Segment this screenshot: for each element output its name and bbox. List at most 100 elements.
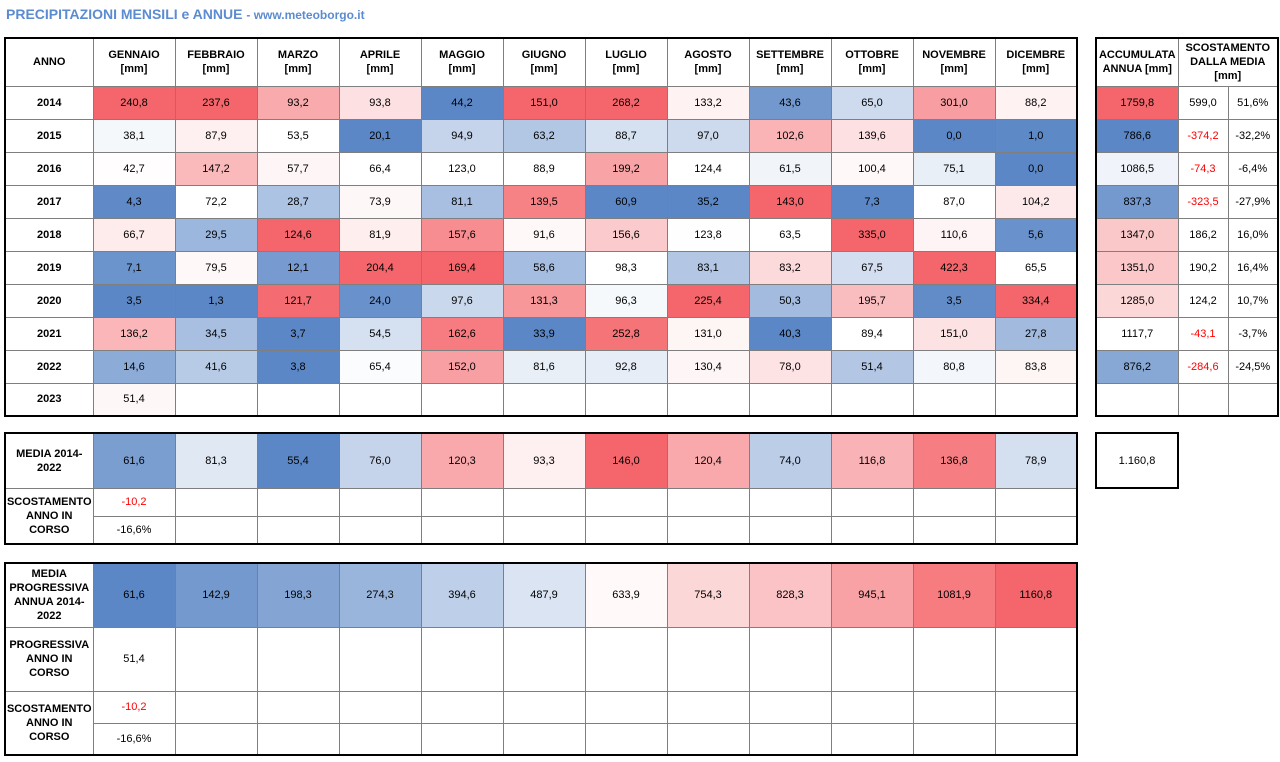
media-value: 74,0 [748, 432, 832, 489]
table-row: 2017 4,3 72,2 28,7 73,9 81,1 139,5 60,9 35,2 143,… [4, 184, 1078, 219]
month-unit: [mm] [776, 63, 804, 76]
header-month: DICEMBRE [mm] [994, 37, 1078, 87]
header-month: MARZO [mm] [256, 37, 340, 87]
value-cell: 139,6 [830, 118, 914, 153]
value-cell: 14,6 [92, 349, 176, 384]
month-name: AGOSTO [684, 49, 732, 62]
value-cell: 93,2 [256, 85, 340, 120]
deviation-mm: 190,2 [1177, 250, 1229, 285]
average-total-table: 1.160,8 [1095, 432, 1179, 489]
value-cell: 199,2 [584, 151, 668, 186]
value-cell: 24,0 [338, 283, 422, 318]
header-accumulata: ACCUMULATA ANNUA [mm] [1095, 37, 1179, 87]
deviation-pct: 51,6% [1227, 85, 1279, 120]
deviation-pct: 16,4% [1227, 250, 1279, 285]
annual-total: 1351,0 [1095, 250, 1179, 285]
deviation-mm: -323,5 [1177, 184, 1229, 219]
value-cell: 75,1 [912, 151, 996, 186]
media-total: 1.160,8 [1095, 432, 1179, 489]
media-value: 120,4 [666, 432, 750, 489]
progressiva-value: 274,3 [338, 562, 422, 628]
table-row: 786,6 -374,2 -32,2% [1095, 118, 1279, 153]
progressiva-scostamento-mm: -10,2 [92, 690, 176, 724]
month-name: FEBBRAIO [187, 49, 245, 62]
value-cell: 67,5 [830, 250, 914, 285]
value-cell: 87,9 [174, 118, 258, 153]
scostamento-label: SCOSTAMENTO ANNO IN CORSO [4, 487, 94, 545]
year-label: 2020 [4, 283, 94, 318]
value-cell: 81,1 [420, 184, 504, 219]
table-row: 2019 7,1 79,5 12,1 204,4 169,4 58,6 98,3 83,1 83,… [4, 250, 1078, 285]
progressiva-value: 1081,9 [912, 562, 996, 628]
value-cell: 57,7 [256, 151, 340, 186]
value-cell: 29,5 [174, 217, 258, 252]
value-cell: 151,0 [502, 85, 586, 120]
deviation-pct: -3,7% [1227, 316, 1279, 351]
header-month: SETTEMBRE [mm] [748, 37, 832, 87]
value-cell: 162,6 [420, 316, 504, 351]
table-row: 2022 14,6 41,6 3,8 65,4 152,0 81,6 92,8 130,4 78,… [4, 349, 1078, 384]
value-cell: 98,3 [584, 250, 668, 285]
deviation-mm: -284,6 [1177, 349, 1229, 384]
annual-total: 876,2 [1095, 349, 1179, 384]
annual-total: 1759,8 [1095, 85, 1179, 120]
value-cell: 422,3 [912, 250, 996, 285]
header-month: AGOSTO [mm] [666, 37, 750, 87]
year-label: 2021 [4, 316, 94, 351]
value-cell: 73,9 [338, 184, 422, 219]
value-cell: 3,8 [256, 349, 340, 384]
deviation-mm: 186,2 [1177, 217, 1229, 252]
month-unit: [mm] [284, 63, 312, 76]
value-cell: 96,3 [584, 283, 668, 318]
value-cell: 97,6 [420, 283, 504, 318]
deviation-pct: -27,9% [1227, 184, 1279, 219]
annual-total: 786,6 [1095, 118, 1179, 153]
value-cell: 204,4 [338, 250, 422, 285]
value-cell: 61,5 [748, 151, 832, 186]
header-month: GENNAIO [mm] [92, 37, 176, 87]
annual-total: 1285,0 [1095, 283, 1179, 318]
header-month: OTTOBRE [mm] [830, 37, 914, 87]
deviation-pct: -24,5% [1227, 349, 1279, 384]
value-cell: 93,8 [338, 85, 422, 120]
month-name: SETTEMBRE [756, 49, 824, 62]
month-unit: [mm] [1022, 63, 1050, 76]
annual-total: 837,3 [1095, 184, 1179, 219]
deviation-mm: -43,1 [1177, 316, 1229, 351]
progressiva-value: 487,9 [502, 562, 586, 628]
value-cell: 124,4 [666, 151, 750, 186]
value-cell: 34,5 [174, 316, 258, 351]
value-cell [830, 382, 914, 417]
value-cell: 3,5 [912, 283, 996, 318]
media-value: 76,0 [338, 432, 422, 489]
value-cell: 51,4 [830, 349, 914, 384]
value-cell: 92,8 [584, 349, 668, 384]
month-name: GENNAIO [108, 49, 160, 62]
progressiva-value: 198,3 [256, 562, 340, 628]
header-anno: ANNO [4, 37, 94, 87]
month-unit: [mm] [366, 63, 394, 76]
value-cell: 63,5 [748, 217, 832, 252]
value-cell: 60,9 [584, 184, 668, 219]
value-cell: 139,5 [502, 184, 586, 219]
value-cell: 123,8 [666, 217, 750, 252]
table-row: 1117,7 -43,1 -3,7% [1095, 316, 1279, 351]
value-cell: 102,6 [748, 118, 832, 153]
media-value: 55,4 [256, 432, 340, 489]
value-cell [994, 382, 1078, 417]
header-month: FEBBRAIO [mm] [174, 37, 258, 87]
value-cell [748, 382, 832, 417]
progressiva-value: 142,9 [174, 562, 258, 628]
table-row: 1086,5 -74,3 -6,4% [1095, 151, 1279, 186]
title-text: PRECIPITAZIONI MENSILI e ANNUE [6, 6, 243, 22]
month-name: DICEMBRE [1006, 49, 1066, 62]
table-row: 2016 42,7 147,2 57,7 66,4 123,0 88,9 199,2 124,4… [4, 151, 1078, 186]
value-cell [174, 382, 258, 417]
value-cell: 12,1 [256, 250, 340, 285]
value-cell: 0,0 [912, 118, 996, 153]
progressive-average-table: MEDIA PROGRESSIVA ANNUA 2014-2022 61,6 142… [4, 562, 1078, 756]
value-cell: 121,7 [256, 283, 340, 318]
value-cell: 123,0 [420, 151, 504, 186]
value-cell: 301,0 [912, 85, 996, 120]
media-value: 120,3 [420, 432, 504, 489]
